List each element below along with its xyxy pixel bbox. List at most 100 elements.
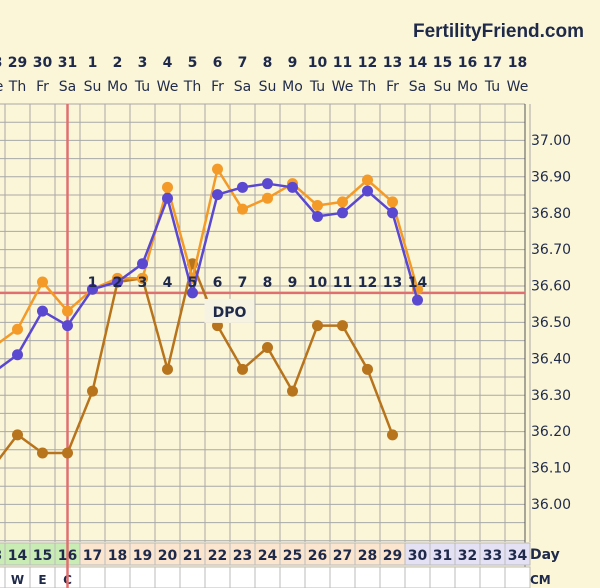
dpo-number: 11 [333,275,352,291]
dpo-label-box [204,298,255,323]
date-label: 18 [508,55,527,71]
date-label: 4 [163,55,173,71]
weekday-label: Tu [309,79,325,95]
data-point [337,207,348,219]
dpo-number: 12 [358,275,377,291]
data-point [162,363,173,375]
weekday-label: Fr [386,79,399,95]
weekday-label: Th [183,79,201,95]
data-point [262,178,273,190]
weekday-label: Sa [234,79,251,95]
weekday-label: We [332,79,354,95]
cm-cell [154,566,181,588]
cycle-day-label: 18 [108,548,127,564]
cm-label: E [38,573,46,587]
data-point [12,429,23,441]
data-point [212,163,223,175]
date-label: 17 [483,55,502,71]
data-point [137,258,148,270]
cycle-day-label: 22 [208,548,227,564]
date-label: 11 [333,55,352,71]
date-label: 16 [458,55,477,71]
data-point [387,429,398,441]
cycle-day-label: 32 [458,548,477,564]
cm-cell [104,566,131,588]
cycle-day-label: 17 [83,548,102,564]
data-point [387,196,398,208]
cm-cell [254,566,281,588]
cm-cell [0,566,6,588]
date-label: 8 [263,55,273,71]
date-label: 9 [288,55,298,71]
plot-area [0,104,525,542]
weekday-label: Su [84,79,102,95]
data-point [87,385,98,397]
cycle-day-label: 20 [158,548,178,564]
weekday-label: Su [259,79,277,95]
data-point [287,385,298,397]
y-tick-label: 37.00 [531,133,571,149]
dpo-number: 1 [88,275,98,291]
cycle-day-label: 13 [0,548,2,564]
cm-cell [279,566,306,588]
cycle-day-label: 15 [33,548,52,564]
date-label: 30 [33,55,53,71]
data-point [187,287,198,299]
data-point [287,181,298,193]
cm-cell [179,566,206,588]
brand-logo: FertilityFriend.com [413,21,584,42]
dpo-number: 13 [383,275,402,291]
dpo-number: 14 [408,275,428,291]
cm-cell [429,566,456,588]
date-label: 1 [88,55,98,71]
date-label: 10 [308,55,328,71]
y-tick-label: 36.80 [531,206,571,222]
dpo-number: 6 [213,275,223,291]
chart-lines [0,104,525,588]
weekday-label: Mo [107,79,128,95]
cycle-day-label: 25 [283,548,302,564]
data-point [37,305,48,317]
cycle-day-label: 31 [433,548,452,564]
cm-row-label: CM [530,573,551,587]
cycle-day-label: 29 [383,548,402,564]
weekday-label: Fr [36,79,49,95]
day-row-label: Day [530,547,560,563]
weekday-label: Tu [134,79,150,95]
date-label: 6 [213,55,223,71]
cm-cell [304,566,331,588]
data-point [12,349,23,361]
y-tick-label: 36.90 [531,169,571,185]
dpo-number: 4 [163,275,173,291]
cm-cell [404,566,431,588]
data-point [262,192,273,204]
data-point [62,305,73,317]
dpo-number: 9 [288,275,298,291]
data-point [237,203,248,215]
data-point [62,447,73,459]
cycle-day-label: 21 [183,548,202,564]
data-point [87,283,98,295]
cm-cell [504,566,531,588]
weekday-label: We [507,79,529,95]
data-point [337,196,348,208]
data-point [12,323,23,335]
weekday-label: Su [434,79,452,95]
date-label: 2 [113,55,123,71]
data-point [337,320,348,332]
chart-grid [0,103,531,588]
cycle-day-cell [504,542,531,566]
dpo-number: 8 [263,275,273,291]
cm-cell [479,566,506,588]
date-header: 28 We 29 Th 30 Fr 31 Sa 1 Su 2 Mo 3 Tu 4 We 5 Th 6 Fr 7 Sa 8 Su… [0,55,528,95]
date-label: 7 [238,55,248,71]
y-tick-label: 36.20 [531,424,571,440]
cycle-day-footer: 1314W15E16C17181920212223242526272829303… [0,542,560,588]
y-tick-label: 36.70 [531,242,571,258]
data-point [312,320,323,332]
cm-cell [379,566,406,588]
weekday-label: We [157,79,179,95]
weekday-label: Th [8,79,26,95]
data-point [62,320,73,332]
